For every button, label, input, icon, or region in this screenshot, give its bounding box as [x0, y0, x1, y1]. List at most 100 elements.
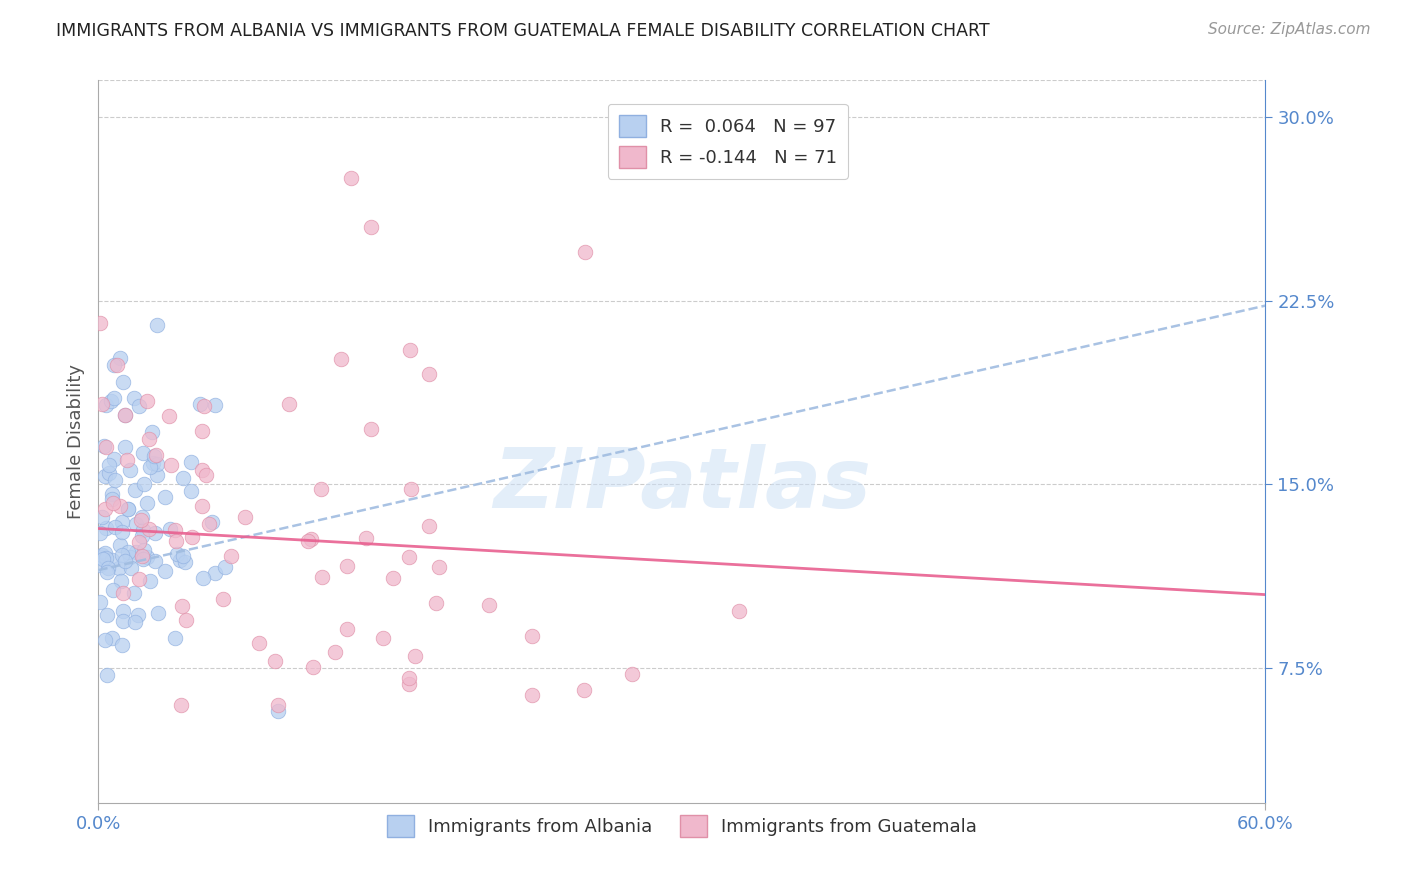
Text: Source: ZipAtlas.com: Source: ZipAtlas.com [1208, 22, 1371, 37]
Point [103, 358, 125, 372]
Point [360, 421, 382, 435]
Point [172, 549, 194, 564]
Text: ZIPatlas: ZIPatlas [494, 444, 870, 525]
Point [128, 573, 150, 587]
Point [143, 554, 166, 568]
Point [157, 409, 180, 423]
Point [94, 398, 117, 412]
Point [91, 552, 114, 566]
Point [89, 317, 111, 331]
Point [135, 496, 157, 510]
Point [155, 564, 177, 578]
Point [153, 491, 176, 505]
Point [301, 660, 323, 674]
Point [112, 585, 135, 599]
Point [107, 561, 129, 575]
Point [97, 466, 120, 480]
Point [311, 482, 333, 496]
Point [323, 645, 346, 659]
Point [125, 516, 148, 531]
Point [124, 483, 146, 497]
Point [108, 499, 131, 513]
Point [398, 677, 420, 691]
Point [159, 458, 181, 472]
Point [404, 649, 426, 664]
Point [193, 399, 215, 413]
Text: IMMIGRANTS FROM ALBANIA VS IMMIGRANTS FROM GUATEMALA FEMALE DISABILITY CORRELATI: IMMIGRANTS FROM ALBANIA VS IMMIGRANTS FR… [56, 22, 990, 40]
Point [204, 566, 226, 580]
Point [399, 483, 422, 497]
Point [427, 560, 450, 574]
Point [114, 408, 136, 422]
Point [96, 667, 118, 681]
Point [266, 704, 288, 718]
Point [478, 598, 501, 612]
Point [117, 501, 139, 516]
Point [120, 550, 142, 565]
Point [138, 432, 160, 446]
Point [195, 468, 218, 483]
Point [193, 571, 215, 585]
Point [111, 614, 134, 628]
Point [142, 449, 165, 463]
Point [131, 446, 153, 460]
Point [111, 375, 134, 389]
Point [173, 556, 195, 570]
Point [138, 574, 160, 589]
Point [141, 425, 163, 440]
Point [91, 397, 114, 411]
Point [170, 599, 193, 614]
Point [110, 574, 132, 588]
Point [267, 698, 290, 712]
Point [103, 391, 125, 405]
Point [221, 549, 243, 564]
Point [398, 549, 420, 564]
Point [96, 565, 118, 579]
Point [111, 515, 134, 529]
Point [418, 367, 440, 381]
Point [124, 615, 146, 629]
Point [94, 632, 117, 647]
Point [165, 534, 187, 549]
Point [354, 531, 377, 545]
Point [132, 524, 155, 538]
Point [138, 522, 160, 536]
Point [329, 352, 352, 367]
Point [398, 672, 420, 686]
Point [94, 550, 117, 565]
Point [128, 399, 150, 413]
Point [191, 463, 214, 477]
Point [188, 397, 211, 411]
Point [104, 520, 127, 534]
Point [89, 558, 111, 572]
Point [100, 394, 122, 409]
Point [114, 408, 136, 422]
Point [201, 516, 224, 530]
Point [128, 534, 150, 549]
Point [620, 667, 643, 681]
Point [371, 631, 394, 645]
Point [360, 220, 382, 235]
Point [180, 530, 202, 544]
Point [572, 683, 595, 698]
Point [122, 585, 145, 599]
Point [145, 468, 167, 483]
Point [91, 509, 114, 524]
Point [104, 473, 127, 487]
Point [211, 592, 233, 607]
Point [131, 510, 153, 524]
Point [100, 492, 122, 507]
Point [97, 458, 120, 473]
Point [145, 448, 167, 462]
Point [143, 526, 166, 541]
Point [425, 596, 447, 610]
Point [94, 546, 117, 560]
Point [172, 471, 194, 485]
Point [100, 553, 122, 567]
Point [115, 453, 138, 467]
Point [381, 571, 404, 585]
Point [96, 521, 118, 535]
Point [336, 622, 359, 636]
Point [93, 439, 115, 453]
Point [120, 561, 142, 575]
